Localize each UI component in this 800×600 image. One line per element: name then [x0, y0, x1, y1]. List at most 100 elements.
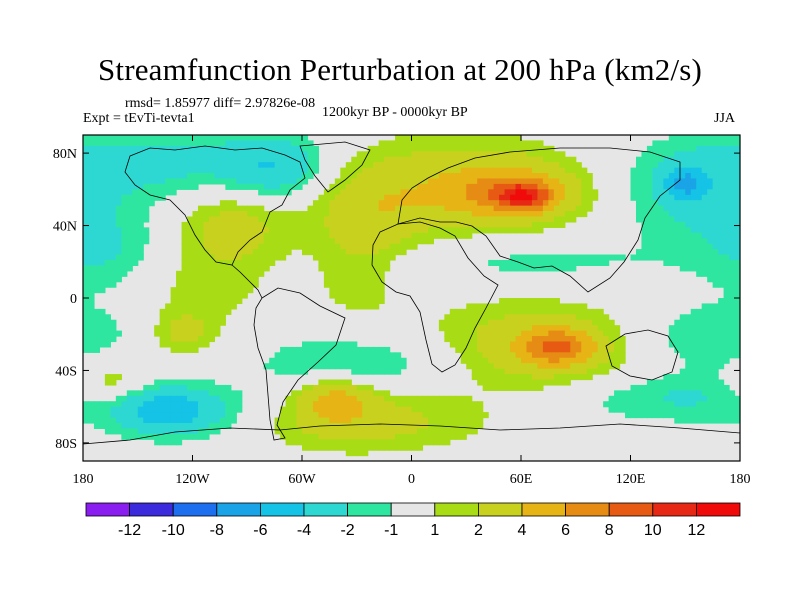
field-cell	[559, 308, 566, 315]
field-cell	[373, 287, 380, 294]
field-cell	[230, 221, 237, 228]
field-cell	[389, 363, 396, 370]
field-cell	[214, 384, 221, 391]
field-cell	[307, 221, 314, 228]
field-cell	[345, 422, 352, 429]
field-cell	[214, 422, 221, 429]
field-cell	[679, 330, 686, 337]
field-cell	[345, 270, 352, 277]
field-cell	[312, 145, 320, 152]
field-cell	[110, 281, 117, 288]
field-cell	[93, 417, 101, 424]
field-cell	[230, 178, 237, 185]
field-cell	[345, 259, 352, 266]
field-cell	[488, 189, 495, 196]
field-cell	[208, 243, 215, 250]
field-cell	[482, 314, 489, 321]
field-cell	[323, 232, 330, 239]
field-cell	[488, 384, 495, 391]
field-cell	[471, 314, 478, 321]
field-cell	[701, 357, 708, 364]
field-cell	[455, 314, 462, 321]
field-cell	[548, 298, 555, 305]
field-cell	[373, 167, 380, 174]
field-cell	[165, 140, 172, 147]
field-cell	[110, 216, 117, 223]
field-cell	[531, 319, 539, 326]
field-cell	[652, 173, 659, 180]
field-cell	[564, 303, 571, 310]
field-cell	[718, 183, 725, 190]
field-cell	[482, 221, 489, 228]
field-cell	[395, 189, 402, 196]
field-cell	[362, 200, 369, 207]
field-cell	[510, 341, 517, 348]
field-cell	[367, 167, 374, 174]
field-cell	[581, 336, 588, 343]
x-tick-label: 60W	[288, 472, 316, 487]
field-cell	[280, 346, 287, 353]
field-cell	[88, 211, 95, 218]
field-cell	[531, 254, 539, 261]
field-cell	[646, 162, 653, 169]
field-cell	[148, 156, 155, 163]
field-cell	[88, 135, 95, 142]
field-cell	[526, 325, 533, 332]
field-cell	[99, 151, 106, 158]
field-cell	[104, 325, 111, 332]
field-cell	[148, 406, 155, 413]
field-cell	[674, 173, 681, 180]
field-cell	[679, 156, 686, 163]
period-label: 1200kyr BP - 0000kyr BP	[322, 105, 468, 120]
field-cell	[466, 319, 473, 326]
field-cell	[701, 336, 708, 343]
field-cell	[427, 194, 434, 201]
field-cell	[351, 298, 358, 305]
field-cell	[351, 211, 358, 218]
field-cell	[531, 200, 539, 207]
field-cell	[718, 314, 725, 321]
field-cell	[373, 221, 380, 228]
field-cell	[542, 379, 549, 386]
field-cell	[88, 238, 95, 245]
field-cell	[696, 346, 703, 353]
field-cell	[192, 303, 199, 310]
field-cell	[646, 167, 653, 174]
field-cell	[121, 216, 128, 223]
field-cell	[219, 140, 226, 147]
field-cell	[192, 135, 199, 142]
field-cell	[477, 156, 484, 163]
field-cell	[362, 401, 369, 408]
field-cell	[444, 227, 451, 234]
field-cell	[187, 314, 194, 321]
field-cell	[203, 259, 210, 266]
field-cell	[285, 249, 292, 256]
field-cell	[115, 330, 122, 337]
field-cell	[351, 254, 358, 261]
field-cell	[258, 259, 265, 266]
field-cell	[219, 384, 226, 391]
field-cell	[362, 151, 369, 158]
field-cell	[115, 227, 122, 234]
field-cell	[674, 221, 681, 228]
field-cell	[143, 417, 150, 424]
field-cell	[581, 254, 588, 261]
field-cell	[707, 221, 714, 228]
field-cell	[395, 444, 402, 451]
field-cell	[679, 374, 686, 381]
field-cell	[674, 145, 681, 152]
field-cell	[351, 368, 358, 375]
field-cell	[384, 167, 391, 174]
field-cell	[88, 401, 95, 408]
field-cell	[570, 178, 577, 185]
field-cell	[263, 265, 270, 272]
field-cell	[170, 183, 177, 190]
field-cell	[625, 412, 632, 419]
field-cell	[416, 140, 424, 147]
field-cell	[230, 276, 237, 283]
field-cell	[104, 422, 111, 429]
field-cell	[362, 417, 369, 424]
field-cell	[564, 336, 571, 343]
field-cell	[729, 298, 736, 305]
field-cell	[208, 205, 215, 212]
